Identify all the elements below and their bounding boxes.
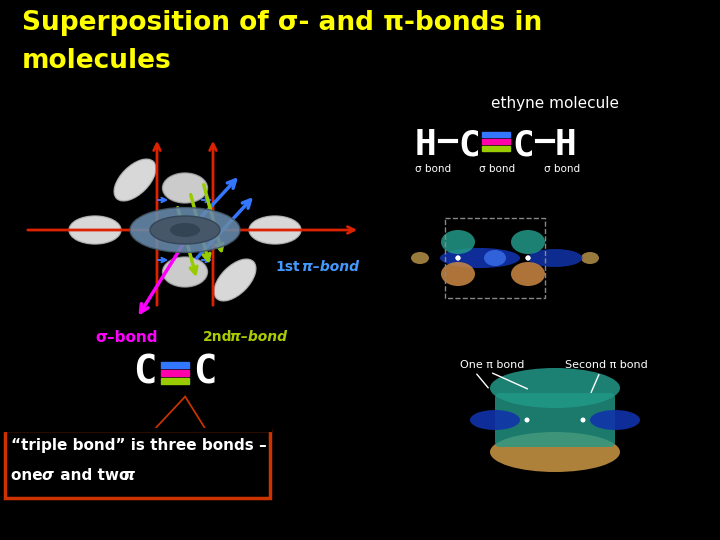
Text: ethyne molecule: ethyne molecule <box>491 96 619 111</box>
Text: π–bond: π–bond <box>297 260 359 274</box>
Ellipse shape <box>524 417 529 422</box>
Ellipse shape <box>150 216 220 244</box>
Ellipse shape <box>441 262 475 286</box>
Text: C: C <box>458 128 480 162</box>
Ellipse shape <box>456 255 461 260</box>
FancyBboxPatch shape <box>495 393 615 447</box>
Ellipse shape <box>114 159 156 201</box>
Text: 2nd: 2nd <box>203 330 233 344</box>
Ellipse shape <box>511 262 545 286</box>
Ellipse shape <box>249 216 301 244</box>
Text: C: C <box>512 128 534 162</box>
Ellipse shape <box>470 410 520 430</box>
Text: π–bond: π–bond <box>225 330 287 344</box>
Text: Second π bond: Second π bond <box>565 360 648 370</box>
Text: H: H <box>415 128 437 162</box>
Text: σ–bond: σ–bond <box>95 330 158 345</box>
Ellipse shape <box>214 259 256 301</box>
Text: π: π <box>123 468 135 483</box>
Ellipse shape <box>170 223 200 237</box>
Ellipse shape <box>440 248 520 268</box>
Text: H: H <box>555 128 577 162</box>
Ellipse shape <box>590 410 640 430</box>
Ellipse shape <box>526 255 531 260</box>
Text: one: one <box>11 468 48 483</box>
FancyBboxPatch shape <box>5 430 270 498</box>
Ellipse shape <box>526 255 531 260</box>
Bar <box>161 378 189 384</box>
Text: C: C <box>133 354 157 392</box>
Bar <box>482 139 510 144</box>
Ellipse shape <box>456 255 461 260</box>
Text: σ bond: σ bond <box>415 164 451 174</box>
Ellipse shape <box>528 249 582 267</box>
Bar <box>161 362 189 368</box>
Ellipse shape <box>411 252 429 264</box>
Text: One π bond: One π bond <box>460 360 524 370</box>
Text: σ: σ <box>41 468 53 483</box>
Text: σ bond: σ bond <box>479 164 515 174</box>
Bar <box>161 370 189 376</box>
Text: C: C <box>193 354 217 392</box>
Ellipse shape <box>69 216 121 244</box>
Polygon shape <box>155 398 205 430</box>
Text: 1st: 1st <box>275 260 300 274</box>
Text: σ bond: σ bond <box>544 164 580 174</box>
Bar <box>482 146 510 151</box>
Ellipse shape <box>581 252 599 264</box>
Ellipse shape <box>163 257 207 287</box>
Ellipse shape <box>511 230 545 254</box>
Text: Superposition of σ- and π-bonds in: Superposition of σ- and π-bonds in <box>22 10 542 36</box>
Text: and two: and two <box>55 468 135 483</box>
Ellipse shape <box>490 432 620 472</box>
Ellipse shape <box>484 250 506 266</box>
Bar <box>482 132 510 137</box>
Ellipse shape <box>490 368 620 408</box>
Ellipse shape <box>130 207 240 253</box>
Ellipse shape <box>163 173 207 203</box>
Ellipse shape <box>580 417 585 422</box>
Ellipse shape <box>441 230 475 254</box>
Polygon shape <box>155 398 205 430</box>
Text: molecules: molecules <box>22 48 172 74</box>
Text: “triple bond” is three bonds –: “triple bond” is three bonds – <box>11 438 266 453</box>
